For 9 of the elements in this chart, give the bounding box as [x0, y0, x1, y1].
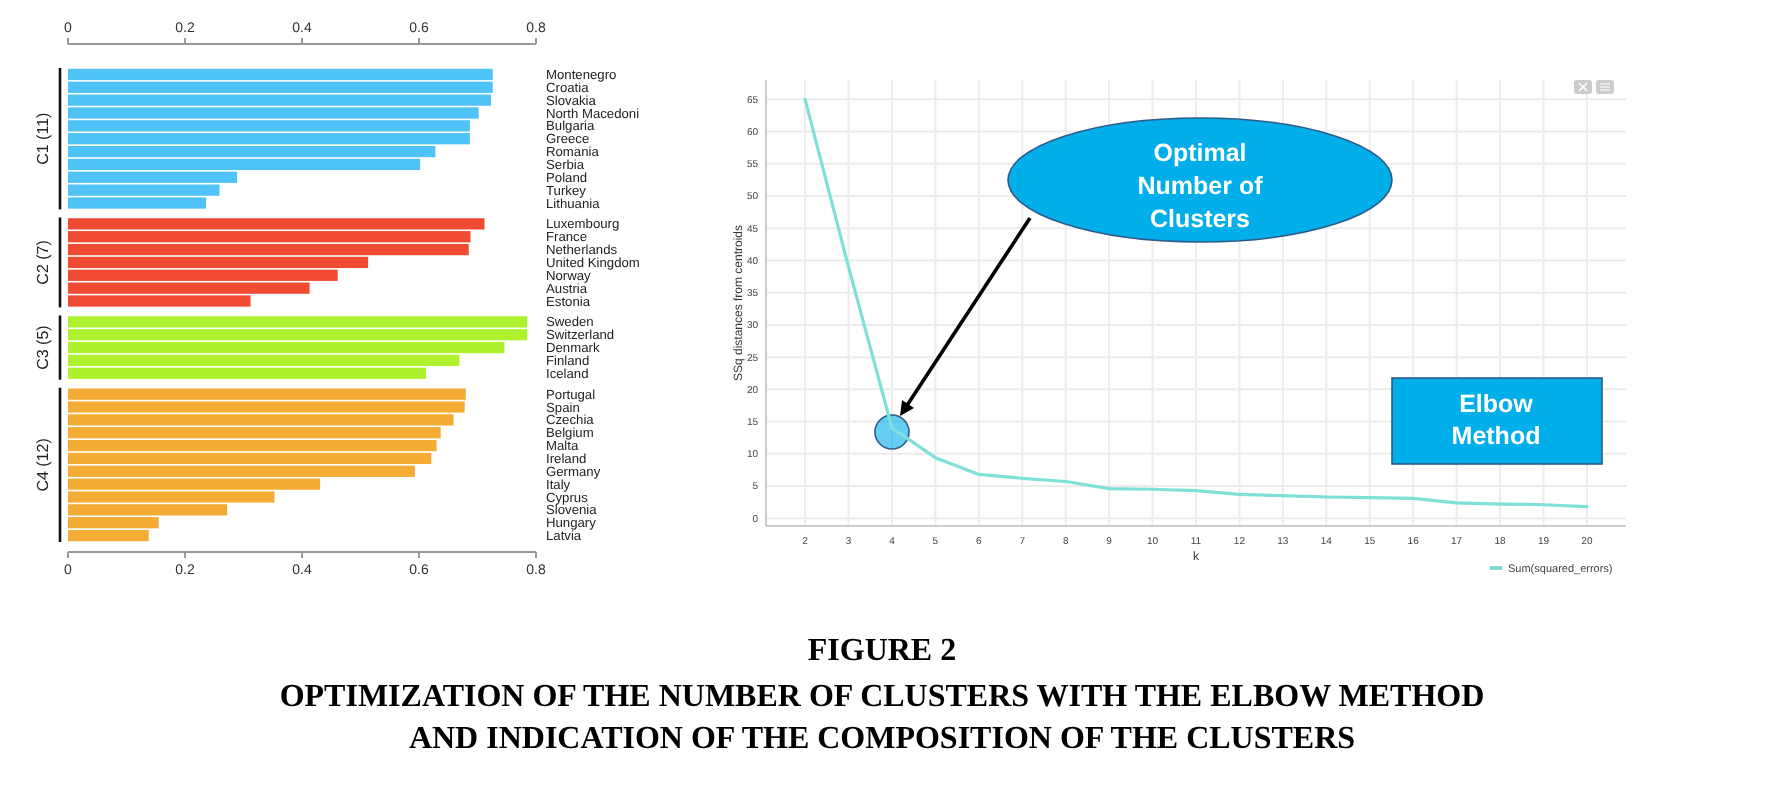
- annotation: Optimal Number of Clusters: [1137, 139, 1265, 233]
- text: C4 (12): [34, 437, 52, 492]
- annotation: Elbow Method: [1451, 390, 1541, 450]
- text: FIGURE 2: [807, 634, 957, 668]
- text: C3 (5): [34, 324, 52, 370]
- text: C1 (11): [34, 111, 52, 165]
- line-series: [803, 97, 1589, 509]
- text: C2 (7): [34, 239, 52, 285]
- text: OPTIMIZATION OF THE NUMBER OF CLUSTERS WITH THE ELBOW METHOD AND INDICATION OF THE COMPOSITION OF THE CLUSTERS: [279, 680, 1485, 756]
